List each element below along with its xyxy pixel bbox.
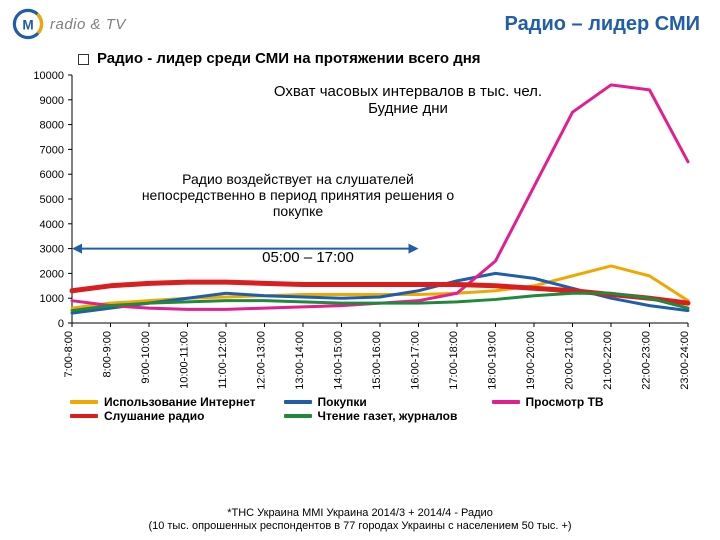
svg-text:6000: 6000: [40, 169, 64, 181]
svg-text:11:00-12:00: 11:00-12:00: [217, 331, 229, 389]
legend-label: Слушание радио: [104, 409, 204, 423]
legend-item: Чтение газет, журналов: [284, 409, 464, 423]
svg-text:16:00-17:00: 16:00-17:00: [410, 331, 422, 390]
svg-text:0: 0: [58, 318, 64, 330]
legend-swatch: [284, 400, 312, 404]
chart-caption-note: Радио воздействует на слушателей непосре…: [128, 171, 468, 219]
svg-text:3000: 3000: [40, 244, 64, 256]
legend-swatch: [70, 414, 98, 418]
chart-caption-time: 05:00 – 17:00: [218, 249, 398, 266]
svg-text:7000: 7000: [40, 144, 64, 156]
chart-container: 0 1000 2000 3000 4000 5000 6000 7000 8000 9000 100…: [18, 71, 702, 391]
svg-text:18:00-19:00: 18:00-19:00: [487, 331, 499, 390]
page-title: Радио – лидер СМИ: [505, 13, 700, 36]
chart-caption-title: Охват часовых интервалов в тыс. чел. Буд…: [198, 83, 618, 117]
legend-swatch: [492, 400, 520, 404]
legend: Использование ИнтернетСлушание радио Поку…: [0, 391, 720, 423]
footnote: *ТНС Украина MMI Украина 2014/3 + 2014/4…: [0, 507, 720, 535]
legend-swatch: [284, 414, 312, 418]
svg-text:21:00-22:00: 21:00-22:00: [602, 331, 614, 390]
subtitle-text: Радио - лидер среди СМИ на протяжении вс…: [97, 50, 481, 67]
svg-text:1000: 1000: [40, 293, 64, 305]
svg-text:9:00-10:00: 9:00-10:00: [140, 331, 152, 384]
svg-text:2000: 2000: [40, 268, 64, 280]
legend-label: Чтение газет, журналов: [318, 409, 458, 423]
bullet-square-icon: [78, 54, 89, 65]
svg-text:10:00-11:00: 10:00-11:00: [179, 331, 191, 389]
svg-text:M: M: [22, 18, 33, 33]
svg-text:10000: 10000: [33, 71, 64, 82]
svg-text:20:00-21:00: 20:00-21:00: [564, 331, 576, 390]
legend-item: Просмотр ТВ: [492, 395, 672, 409]
svg-text:8000: 8000: [40, 120, 64, 132]
svg-text:8:00-9:00: 8:00-9:00: [102, 331, 114, 377]
legend-item: Слушание радио: [70, 409, 256, 423]
legend-label: Использование Интернет: [104, 395, 256, 409]
svg-text:9000: 9000: [40, 95, 64, 107]
svg-text:23:00-24:00: 23:00-24:00: [679, 331, 691, 390]
svg-text:4000: 4000: [40, 219, 64, 231]
svg-text:7:00-8:00: 7:00-8:00: [63, 331, 75, 377]
svg-text:15:00-16:00: 15:00-16:00: [371, 331, 383, 390]
svg-text:19:00-20:00: 19:00-20:00: [525, 331, 537, 390]
legend-item: Покупки: [284, 395, 464, 409]
logo-mark-icon: M: [12, 8, 44, 40]
logo: M radio & TV: [12, 8, 126, 40]
legend-item: Использование Интернет: [70, 395, 256, 409]
svg-text:14:00-15:00: 14:00-15:00: [333, 331, 345, 390]
svg-text:13:00-14:00: 13:00-14:00: [294, 331, 306, 390]
legend-label: Покупки: [318, 395, 367, 409]
logo-text: radio & TV: [50, 16, 126, 33]
chart-caption-line2: Будние дни: [198, 100, 618, 117]
header: M radio & TV Радио – лидер СМИ: [0, 0, 720, 44]
svg-text:5000: 5000: [40, 194, 64, 206]
svg-text:12:00-13:00: 12:00-13:00: [256, 331, 268, 390]
line-chart: 0 1000 2000 3000 4000 5000 6000 7000 8000 9000 100…: [18, 71, 698, 391]
svg-text:17:00-18:00: 17:00-18:00: [448, 331, 460, 390]
chart-caption-line1: Охват часовых интервалов в тыс. чел.: [198, 83, 618, 100]
footnote-line2: (10 тыс. опрошенных респондентов в 77 го…: [0, 520, 720, 534]
svg-text:22:00-23:00: 22:00-23:00: [641, 331, 653, 390]
footnote-line1: *ТНС Украина MMI Украина 2014/3 + 2014/4…: [0, 507, 720, 521]
legend-label: Просмотр ТВ: [526, 395, 604, 409]
subtitle-bullet: Радио - лидер среди СМИ на протяжении вс…: [0, 44, 720, 71]
legend-swatch: [70, 400, 98, 404]
